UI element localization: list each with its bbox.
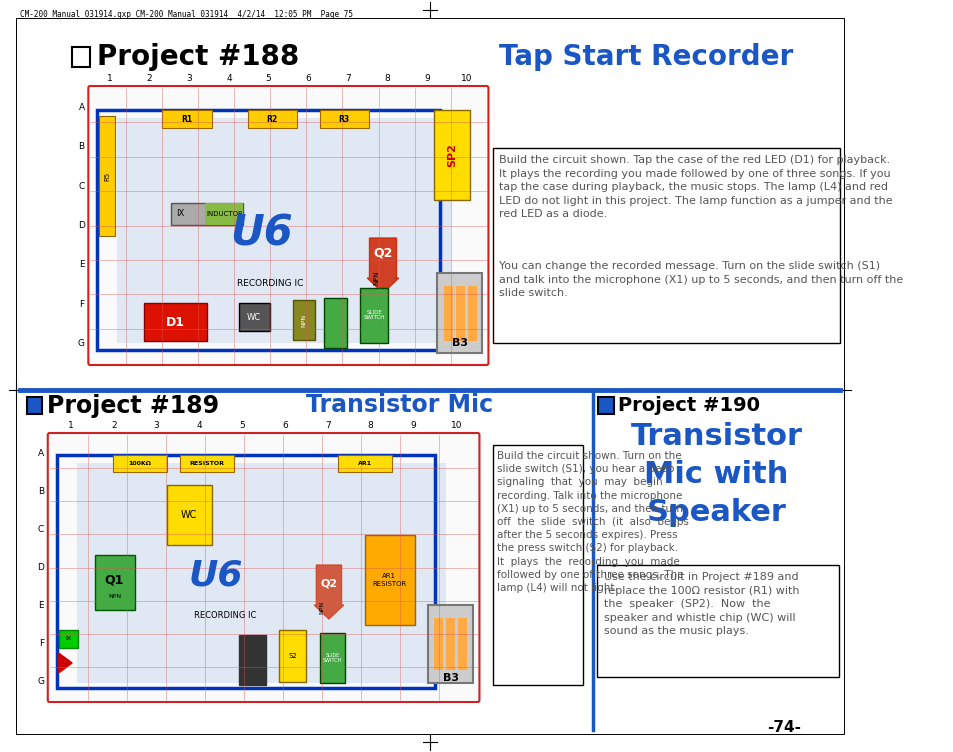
Text: INDUCTOR: INDUCTOR bbox=[206, 211, 242, 217]
Bar bbox=[365, 535, 415, 625]
Bar bbox=[493, 445, 582, 685]
Bar bbox=[238, 303, 270, 331]
Text: 1: 1 bbox=[68, 421, 73, 430]
Text: NPN: NPN bbox=[374, 271, 379, 285]
Text: R5: R5 bbox=[104, 171, 111, 180]
Text: 7: 7 bbox=[345, 74, 351, 83]
Bar bbox=[324, 298, 347, 348]
Text: B: B bbox=[38, 487, 44, 496]
Bar bbox=[597, 565, 838, 677]
Text: U6: U6 bbox=[189, 558, 243, 592]
FancyBboxPatch shape bbox=[48, 433, 479, 702]
Bar bbox=[97, 110, 439, 350]
Text: 9: 9 bbox=[424, 74, 430, 83]
Text: R2: R2 bbox=[266, 114, 277, 123]
Text: C: C bbox=[78, 182, 85, 191]
Text: 1: 1 bbox=[107, 74, 112, 83]
Bar bbox=[434, 618, 443, 670]
Text: 2: 2 bbox=[111, 421, 116, 430]
Bar bbox=[456, 286, 464, 341]
Bar bbox=[446, 618, 455, 670]
Bar bbox=[319, 633, 345, 683]
Bar bbox=[248, 110, 297, 128]
Text: Q2: Q2 bbox=[320, 578, 337, 588]
Text: 3: 3 bbox=[186, 74, 192, 83]
Bar bbox=[436, 273, 481, 353]
Bar bbox=[293, 300, 315, 340]
Text: 5: 5 bbox=[265, 74, 272, 83]
Text: SLIDE
SWITCH: SLIDE SWITCH bbox=[363, 310, 384, 320]
Text: D1: D1 bbox=[166, 316, 185, 329]
Text: E: E bbox=[38, 601, 44, 610]
Text: Build the circuit shown. Turn on the
slide switch (S1), you hear a beep
signalin: Build the circuit shown. Turn on the sli… bbox=[497, 451, 689, 593]
Bar bbox=[180, 455, 234, 472]
Text: 100KΩ: 100KΩ bbox=[128, 461, 151, 466]
Bar bbox=[337, 455, 392, 472]
Text: Project #189: Project #189 bbox=[47, 393, 219, 417]
Text: 5: 5 bbox=[239, 421, 245, 430]
Text: Q2: Q2 bbox=[373, 247, 393, 259]
Text: CM-200_Manual_031914.qxp_CM-200_Manual_031914  4/2/14  12:05 PM  Page 75: CM-200_Manual_031914.qxp_CM-200_Manual_0… bbox=[20, 10, 353, 19]
Text: WC: WC bbox=[247, 313, 261, 322]
Text: F: F bbox=[39, 638, 44, 647]
Text: SP2: SP2 bbox=[447, 143, 456, 167]
Text: U6: U6 bbox=[230, 212, 293, 254]
Text: D: D bbox=[78, 221, 85, 230]
Text: 6: 6 bbox=[305, 74, 311, 83]
Bar bbox=[58, 630, 78, 648]
Bar bbox=[112, 455, 167, 472]
Bar bbox=[238, 635, 266, 685]
Text: Build the circuit shown. Tap the case of the red LED (D1) for playback.
It plays: Build the circuit shown. Tap the case of… bbox=[498, 155, 892, 220]
Text: S2: S2 bbox=[288, 653, 297, 659]
Text: AR1
RESISTOR: AR1 RESISTOR bbox=[372, 574, 406, 587]
Text: Project #188: Project #188 bbox=[97, 43, 299, 71]
Text: NPN: NPN bbox=[108, 595, 121, 599]
Bar bbox=[72, 47, 90, 67]
FancyArrow shape bbox=[314, 565, 343, 619]
Text: A: A bbox=[78, 103, 85, 112]
Text: You can change the recorded message. Turn on the slide switch (S1)
and talk into: You can change the recorded message. Tur… bbox=[498, 261, 902, 299]
Text: F: F bbox=[79, 299, 85, 308]
Text: IX: IX bbox=[176, 210, 184, 219]
Text: NPN: NPN bbox=[301, 314, 306, 326]
Text: 4: 4 bbox=[196, 421, 202, 430]
Text: Use the circuit in Project #189 and
replace the 100Ω resistor (R1) with
the  spe: Use the circuit in Project #189 and repl… bbox=[603, 572, 799, 636]
Bar bbox=[205, 203, 243, 225]
Text: Mic with: Mic with bbox=[643, 460, 788, 489]
Text: 4: 4 bbox=[226, 74, 232, 83]
Text: B3: B3 bbox=[451, 338, 467, 348]
Text: 2: 2 bbox=[147, 74, 152, 83]
Text: R1: R1 bbox=[181, 114, 192, 123]
Text: RECORDING IC: RECORDING IC bbox=[237, 278, 303, 287]
Text: 9: 9 bbox=[410, 421, 416, 430]
Bar bbox=[598, 397, 613, 414]
Text: 8: 8 bbox=[384, 74, 390, 83]
Text: D: D bbox=[37, 563, 44, 572]
FancyArrow shape bbox=[367, 238, 398, 293]
Bar bbox=[493, 148, 839, 343]
Text: Transistor Mic: Transistor Mic bbox=[306, 393, 493, 417]
Bar bbox=[428, 605, 473, 683]
Bar bbox=[99, 116, 115, 236]
Polygon shape bbox=[58, 653, 72, 673]
Text: Project #190: Project #190 bbox=[618, 396, 760, 415]
Text: G: G bbox=[37, 677, 44, 686]
Text: E: E bbox=[79, 260, 85, 269]
Bar bbox=[279, 630, 306, 682]
Text: B3: B3 bbox=[442, 673, 458, 683]
Text: Transistor: Transistor bbox=[630, 422, 801, 451]
Text: RECORDING IC: RECORDING IC bbox=[193, 611, 256, 620]
Text: 7: 7 bbox=[325, 421, 331, 430]
Bar bbox=[76, 463, 446, 683]
Text: IX: IX bbox=[66, 636, 71, 641]
Text: A: A bbox=[38, 450, 44, 459]
Text: 6: 6 bbox=[282, 421, 288, 430]
Bar bbox=[171, 203, 243, 225]
Bar bbox=[162, 110, 212, 128]
Bar bbox=[467, 286, 476, 341]
Text: -74-: -74- bbox=[766, 720, 801, 735]
Bar bbox=[57, 455, 435, 688]
Bar bbox=[360, 288, 387, 343]
Bar bbox=[27, 397, 42, 414]
Text: SLIDE
SWITCH: SLIDE SWITCH bbox=[322, 653, 342, 663]
